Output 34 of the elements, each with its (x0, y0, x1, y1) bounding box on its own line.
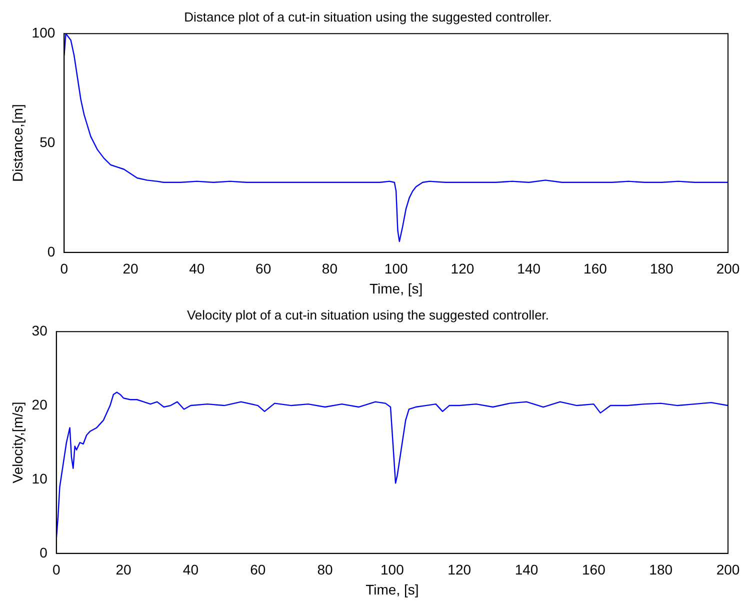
x-tick-label: 60 (250, 562, 266, 578)
y-axis-title: Distance,[m] (9, 104, 26, 182)
x-tick-label: 20 (116, 562, 132, 578)
x-tick-label: 200 (716, 260, 740, 277)
x-tick-label: 120 (450, 260, 474, 277)
y-tick-label: 50 (40, 134, 56, 150)
x-tick-label: 100 (380, 562, 404, 578)
chart-title: Distance plot of a cut-in situation using the suggested controller. (184, 9, 552, 24)
y-tick-label: 30 (32, 322, 48, 338)
x-tick-label: 120 (448, 562, 472, 578)
x-tick-label: 80 (322, 260, 338, 277)
y-tick-label: 20 (32, 396, 48, 412)
y-tick-label: 0 (40, 544, 48, 560)
x-tick-label: 20 (122, 260, 139, 277)
x-tick-label: 80 (317, 562, 334, 578)
x-tick-label: 180 (650, 260, 674, 277)
x-tick-label: 200 (716, 562, 740, 578)
x-tick-label: 40 (189, 260, 205, 277)
y-tick-label: 0 (47, 243, 56, 260)
x-tick-label: 60 (256, 260, 272, 277)
x-axis-title: Time, [s] (366, 581, 419, 598)
x-tick-label: 160 (582, 562, 606, 578)
y-tick-label: 10 (32, 470, 48, 486)
x-tick-label: 140 (514, 562, 538, 578)
x-tick-label: 160 (584, 260, 608, 277)
y-axis-title: Velocity,[m/s] (9, 402, 26, 484)
x-tick-label: 100 (384, 260, 408, 277)
x-tick-label: 140 (517, 260, 541, 277)
x-tick-label: 40 (182, 562, 199, 578)
x-tick-label: 0 (60, 260, 68, 277)
x-tick-label: 180 (649, 562, 673, 578)
chart-title: Velocity plot of a cut-in situation using the suggested controller. (186, 307, 550, 322)
y-tick-label: 100 (32, 24, 56, 40)
x-axis-title: Time, [s] (370, 280, 423, 296)
